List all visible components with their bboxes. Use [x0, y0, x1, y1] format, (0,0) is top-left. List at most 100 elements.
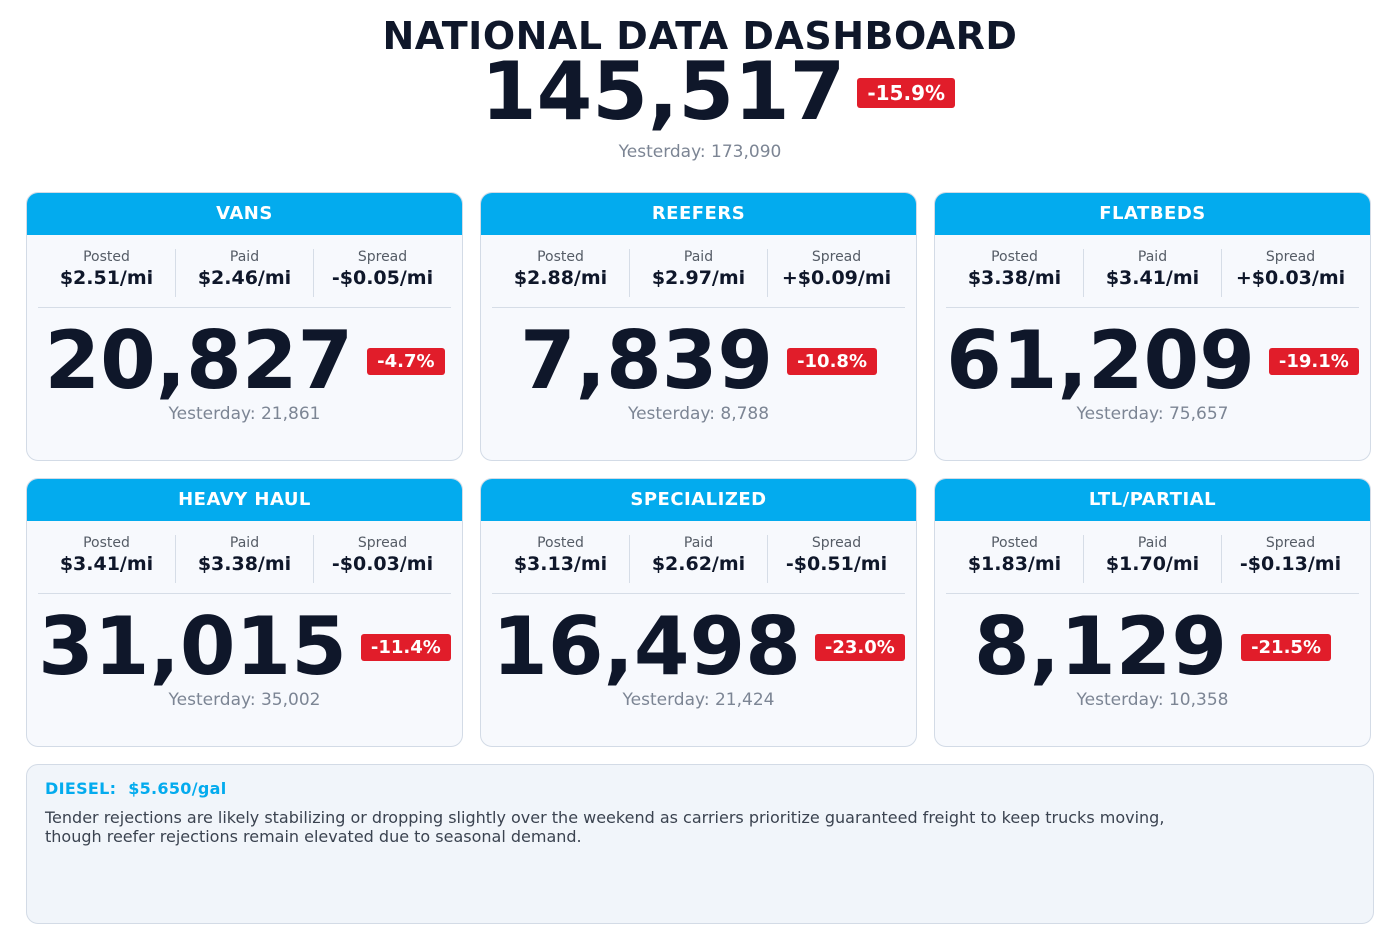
change-badge: -11.4% [360, 633, 451, 661]
paid-metric: Paid $2.62/mi [630, 535, 768, 583]
paid-value: $3.38/mi [197, 553, 292, 575]
market-notes-panel: DIESEL: $5.650/gal Tender rejections are… [26, 764, 1374, 924]
national-total-value: 145,517 [480, 45, 846, 138]
diesel-label: DIESEL: [45, 779, 117, 798]
spread-metric: Spread -$0.05/mi [314, 249, 451, 297]
posted-metric: Posted $3.41/mi [38, 535, 176, 583]
load-count-row: 20,827 -4.7% [27, 320, 462, 402]
yesterday-value: Yesterday: 21,424 [622, 690, 775, 710]
change-badge: -4.7% [367, 347, 445, 375]
spread-label: Spread [811, 249, 862, 265]
spread-label: Spread [1265, 249, 1316, 265]
spread-label: Spread [1265, 535, 1316, 551]
spread-label: Spread [357, 249, 408, 265]
rate-metrics: Posted $2.51/mi Paid $2.46/mi Spread -$0… [38, 249, 451, 308]
card-title: FLATBEDS [935, 193, 1370, 235]
posted-metric: Posted $3.38/mi [946, 249, 1084, 297]
spread-value: +$0.03/mi [1235, 267, 1346, 289]
card-heavy-haul: HEAVY HAUL Posted $3.41/mi Paid $3.38/mi… [26, 478, 463, 747]
posted-label: Posted [537, 535, 584, 551]
paid-label: Paid [683, 249, 714, 265]
change-badge: -21.5% [1241, 633, 1331, 661]
yesterday-value: Yesterday: 35,002 [168, 690, 321, 710]
paid-value: $3.41/mi [1105, 267, 1200, 289]
paid-label: Paid [1137, 535, 1168, 551]
spread-value: +$0.09/mi [781, 267, 892, 289]
paid-metric: Paid $3.38/mi [176, 535, 314, 583]
page-title: NATIONAL DATA DASHBOARD [382, 14, 1018, 58]
posted-metric: Posted $1.83/mi [946, 535, 1084, 583]
paid-metric: Paid $1.70/mi [1084, 535, 1222, 583]
card-title: VANS [27, 193, 462, 235]
posted-label: Posted [991, 535, 1038, 551]
posted-value: $3.13/mi [513, 553, 608, 575]
national-change-badge: -15.9% [857, 78, 956, 108]
paid-value: $1.70/mi [1105, 553, 1200, 575]
posted-value: $2.51/mi [59, 267, 154, 289]
posted-value: $2.88/mi [513, 267, 608, 289]
paid-label: Paid [229, 249, 260, 265]
spread-value: -$0.13/mi [1239, 553, 1342, 575]
load-count-row: 7,839 -10.8% [481, 320, 916, 402]
posted-label: Posted [991, 249, 1038, 265]
paid-value: $2.97/mi [651, 267, 746, 289]
load-count: 61,209 [946, 314, 1255, 407]
card-title: LTL/PARTIAL [935, 479, 1370, 521]
paid-metric: Paid $2.46/mi [176, 249, 314, 297]
load-count: 20,827 [44, 314, 354, 407]
card-title: HEAVY HAUL [27, 479, 462, 521]
posted-metric: Posted $2.51/mi [38, 249, 176, 297]
paid-metric: Paid $3.41/mi [1084, 249, 1222, 297]
paid-label: Paid [683, 535, 714, 551]
load-count-row: 31,015 -11.4% [27, 606, 462, 688]
rate-metrics: Posted $1.83/mi Paid $1.70/mi Spread -$0… [946, 535, 1359, 594]
national-yesterday: Yesterday: 173,090 [618, 142, 782, 162]
spread-value: -$0.05/mi [331, 267, 434, 289]
posted-value: $1.83/mi [967, 553, 1062, 575]
posted-metric: Posted $3.13/mi [492, 535, 630, 583]
load-count-row: 61,209 -19.1% [935, 320, 1370, 402]
yesterday-value: Yesterday: 75,657 [1076, 404, 1229, 424]
load-count-row: 16,498 -23.0% [481, 606, 916, 688]
spread-metric: Spread +$0.03/mi [1222, 249, 1359, 297]
load-count: 16,498 [492, 600, 801, 693]
yesterday-value: Yesterday: 8,788 [627, 404, 770, 424]
diesel-value: $5.650/gal [128, 779, 227, 798]
card-reefers: REEFERS Posted $2.88/mi Paid $2.97/mi Sp… [480, 192, 917, 461]
spread-value: -$0.51/mi [785, 553, 888, 575]
card-flatbeds: FLATBEDS Posted $3.38/mi Paid $3.41/mi S… [934, 192, 1371, 461]
change-badge: -23.0% [814, 633, 905, 661]
posted-value: $3.38/mi [967, 267, 1062, 289]
spread-label: Spread [811, 535, 862, 551]
posted-metric: Posted $2.88/mi [492, 249, 630, 297]
card-ltl-partial: LTL/PARTIAL Posted $1.83/mi Paid $1.70/m… [934, 478, 1371, 747]
paid-metric: Paid $2.97/mi [630, 249, 768, 297]
rate-metrics: Posted $2.88/mi Paid $2.97/mi Spread +$0… [492, 249, 905, 308]
posted-label: Posted [83, 535, 130, 551]
yesterday-value: Yesterday: 21,861 [168, 404, 321, 424]
diesel-price: DIESEL: $5.650/gal [45, 779, 1355, 798]
spread-metric: Spread +$0.09/mi [768, 249, 905, 297]
rate-metrics: Posted $3.38/mi Paid $3.41/mi Spread +$0… [946, 249, 1359, 308]
spread-metric: Spread -$0.13/mi [1222, 535, 1359, 583]
national-total: 145,517 -15.9% [0, 52, 1400, 132]
yesterday-value: Yesterday: 10,358 [1076, 690, 1229, 710]
spread-value: -$0.03/mi [331, 553, 434, 575]
load-count: 7,839 [520, 314, 774, 407]
change-badge: -19.1% [1268, 347, 1359, 375]
posted-label: Posted [537, 249, 584, 265]
card-vans: VANS Posted $2.51/mi Paid $2.46/mi Sprea… [26, 192, 463, 461]
posted-value: $3.41/mi [59, 553, 154, 575]
paid-value: $2.46/mi [197, 267, 292, 289]
posted-label: Posted [83, 249, 130, 265]
market-commentary: Tender rejections are likely stabilizing… [45, 808, 1165, 846]
spread-label: Spread [357, 535, 408, 551]
paid-label: Paid [229, 535, 260, 551]
rate-metrics: Posted $3.41/mi Paid $3.38/mi Spread -$0… [38, 535, 451, 594]
card-specialized: SPECIALIZED Posted $3.13/mi Paid $2.62/m… [480, 478, 917, 747]
card-title: REEFERS [481, 193, 916, 235]
spread-metric: Spread -$0.51/mi [768, 535, 905, 583]
card-title: SPECIALIZED [481, 479, 916, 521]
paid-label: Paid [1137, 249, 1168, 265]
change-badge: -10.8% [787, 347, 877, 375]
